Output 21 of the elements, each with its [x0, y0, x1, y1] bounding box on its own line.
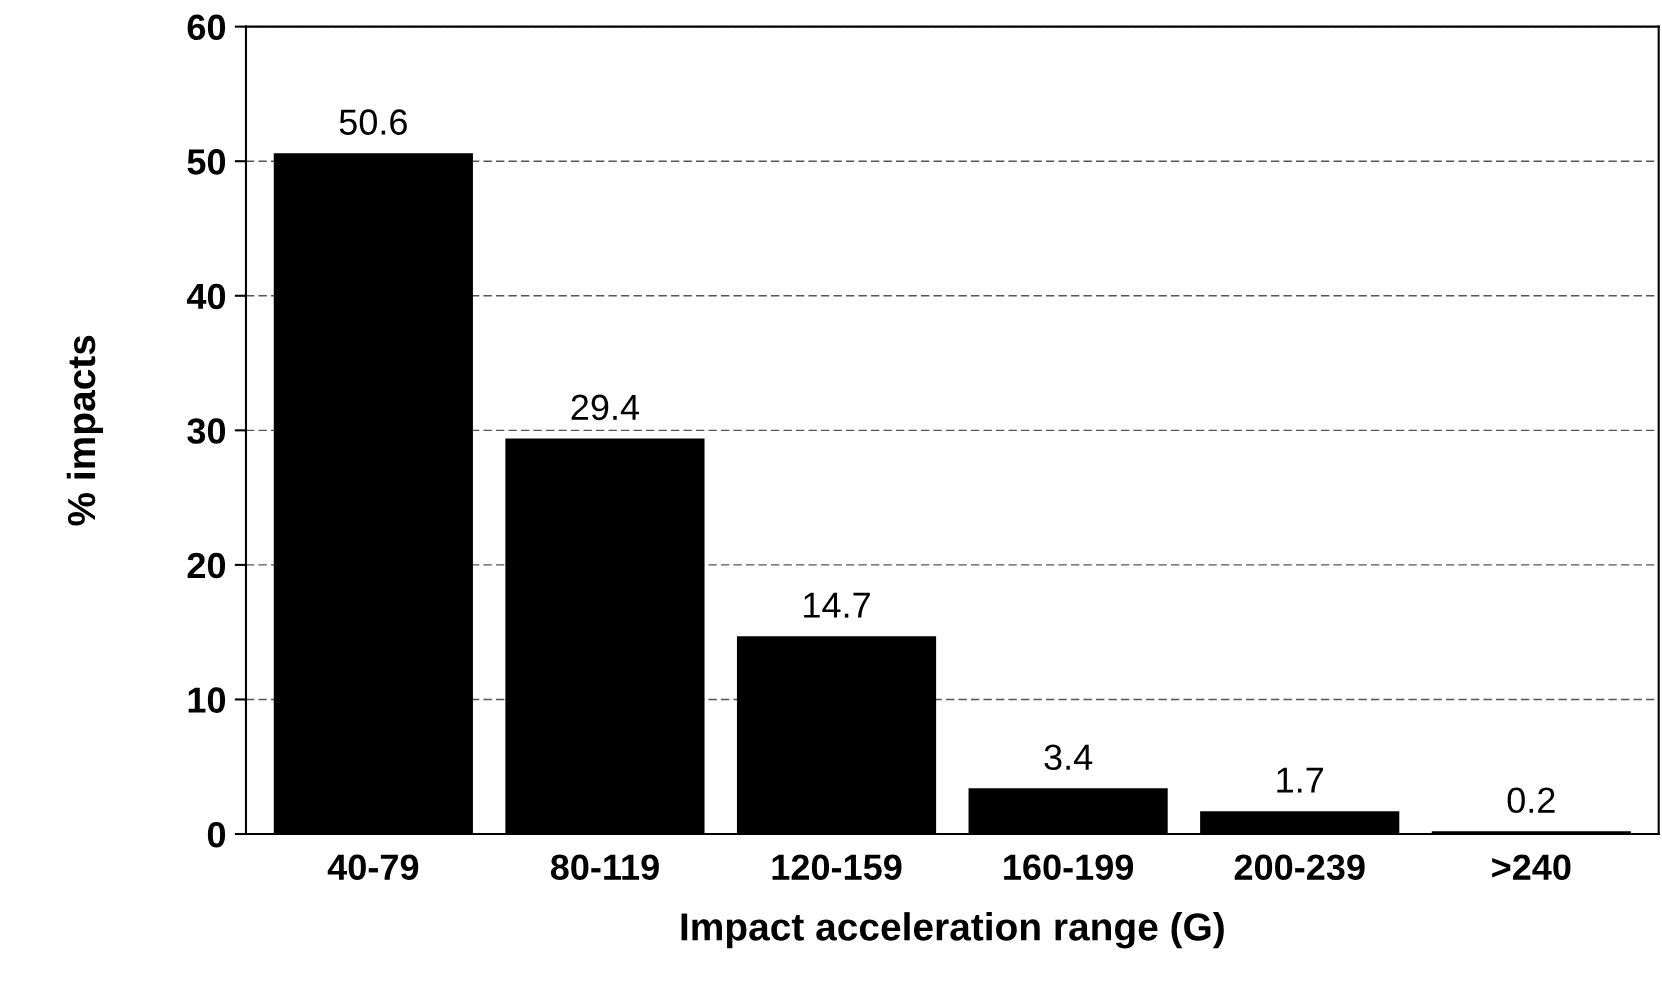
x-tick-label: 40-79 — [327, 854, 419, 880]
y-tick-label: 0 — [207, 821, 226, 848]
y-tick-label: 40 — [186, 283, 226, 310]
y-tick-label: 50 — [187, 149, 226, 175]
x-tick-label: 80-119 — [550, 854, 659, 880]
data-label: 29.4 — [571, 394, 640, 421]
x-tick-label: 160-199 — [1004, 854, 1134, 880]
data-label: 50.6 — [339, 109, 407, 135]
y-tick-label: 20 — [187, 552, 226, 579]
x-tick-label: 200-239 — [1234, 854, 1365, 881]
data-label: 14.7 — [804, 592, 870, 618]
y-tick-label: 10 — [188, 687, 226, 713]
y-tick-label: 60 — [187, 14, 226, 41]
data-label: 0.2 — [1507, 787, 1555, 814]
x-tick-label: 120-159 — [772, 854, 902, 880]
y-tick-label: 30 — [187, 418, 226, 444]
x-axis-title: Impact acceleration range (G) — [681, 912, 1224, 949]
x-tick-label: >240 — [1492, 854, 1571, 880]
data-label: 1.7 — [1277, 767, 1323, 793]
data-label: 3.4 — [1044, 744, 1093, 771]
y-axis-title: % impacts — [66, 335, 104, 526]
